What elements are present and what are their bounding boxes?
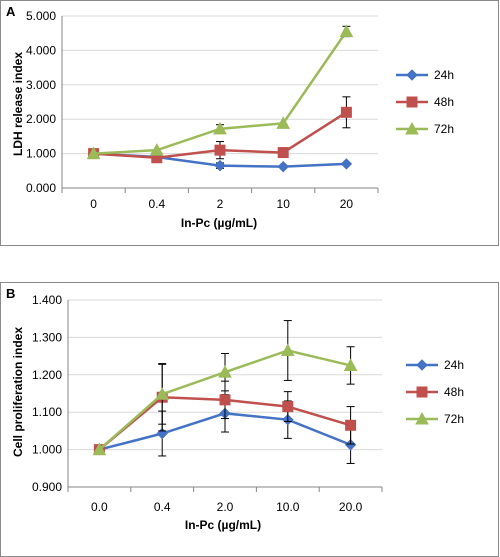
panel-a-series-48h-point bbox=[214, 144, 226, 156]
panel-b-x-tick-label: 0.4 bbox=[154, 500, 171, 514]
panel-b-y-tick-label: 1.000 bbox=[32, 443, 62, 457]
panel-a-axes bbox=[61, 16, 379, 193]
panel-b-series-24h-point bbox=[344, 439, 357, 451]
panel-a: A 0.000 1.000 2.000 3.000 4.000 5.000 0 0.4 2 10… bbox=[0, 0, 499, 246]
panel-a-series-72h-point bbox=[213, 121, 227, 135]
panel-a-y-tick-label: 5.000 bbox=[26, 9, 56, 23]
panel-a-x-tick-label: 0.4 bbox=[148, 197, 165, 211]
panel-b-legend-72h-label: 72h bbox=[444, 412, 464, 426]
panel-a-frame bbox=[0, 0, 499, 246]
panel-b-x-tick-label: 10.0 bbox=[276, 500, 300, 514]
panel-a-x-tick-label: 0 bbox=[90, 197, 97, 211]
panel-b-label: B bbox=[6, 286, 15, 301]
panel-a-label: A bbox=[6, 4, 16, 19]
panel-b-series-72h-point bbox=[218, 365, 232, 378]
panel-a-y-tick-label: 1.000 bbox=[26, 147, 56, 161]
panel-b-series-72h-point bbox=[92, 442, 107, 456]
panel-b-series-72h-point bbox=[155, 387, 170, 400]
panel-a-series-72h-point bbox=[339, 24, 354, 37]
panel-a-series bbox=[86, 24, 354, 173]
panel-a-legend: 24h 48h 72h bbox=[396, 68, 454, 136]
panel-b-series-48h-point bbox=[345, 419, 357, 431]
panel-b-axes bbox=[67, 300, 383, 492]
panel-b-y-tick-label: 1.300 bbox=[32, 330, 62, 344]
panel-a-y-axis-label: LDH release index bbox=[11, 52, 25, 156]
panel-a-series-48h-point bbox=[277, 147, 289, 159]
panel-b-x-tick-label: 20.0 bbox=[339, 500, 363, 514]
panel-b-y-ticks: 0.900 1.000 1.100 1.200 1.300 1.400 bbox=[32, 293, 62, 494]
panel-b-x-tick-label: 0.0 bbox=[91, 500, 108, 514]
panel-b-y-tick-label: 1.100 bbox=[32, 405, 62, 419]
panel-b-x-tick-label: 2.0 bbox=[217, 500, 234, 514]
panel-a-series-72h-point bbox=[149, 143, 164, 156]
panel-b-x-ticks: 0.0 0.4 2.0 10.0 20.0 bbox=[91, 500, 363, 514]
panel-b-x-axis-label: In-Pc (µg/mL) bbox=[185, 518, 261, 532]
panel-b-y-tick-label: 0.900 bbox=[32, 480, 62, 494]
panel-a-legend-24h-marker bbox=[406, 69, 418, 81]
panel-b: B 0.900 1.000 1.100 1.200 1.300 1.400 0.0 0.4 2… bbox=[0, 282, 499, 557]
panel-b-y-tick-label: 1.200 bbox=[32, 368, 62, 382]
panel-b-legend-24h-label: 24h bbox=[444, 358, 464, 372]
panel-b-legend-72h-marker bbox=[415, 411, 429, 425]
panel-a-series-24h-point bbox=[277, 160, 289, 173]
panel-a-legend-72h-label: 72h bbox=[434, 122, 454, 136]
panel-b-y-axis-label: Cell proliferation index bbox=[11, 327, 25, 457]
panel-a-grid bbox=[62, 15, 378, 155]
panel-a-y-ticks: 0.000 1.000 2.000 3.000 4.000 5.000 bbox=[26, 9, 56, 195]
panel-b-series-48h-point bbox=[219, 394, 231, 406]
panel-a-series-48h-point bbox=[340, 106, 352, 118]
panel-a-series-24h-point bbox=[340, 158, 353, 170]
panel-a-series-72h-point bbox=[86, 146, 101, 160]
panel-b-legend-48h-marker bbox=[416, 386, 428, 398]
panel-b-legend-48h-label: 48h bbox=[444, 385, 464, 399]
panel-b-series bbox=[92, 320, 358, 464]
panel-a-x-tick-label: 10 bbox=[277, 197, 291, 211]
panel-a-legend-72h-marker bbox=[405, 121, 419, 135]
panel-a-x-ticks: 0 0.4 2 10 20 bbox=[90, 197, 353, 211]
panel-a-legend-24h-label: 24h bbox=[434, 68, 454, 82]
panel-a-legend-48h-label: 48h bbox=[434, 95, 454, 109]
panel-a-x-tick-label: 20 bbox=[340, 197, 354, 211]
panel-b-legend: 24h 48h 72h bbox=[406, 358, 464, 426]
panel-a-x-tick-label: 2 bbox=[217, 197, 224, 211]
panel-b-series-48h-point bbox=[282, 401, 294, 413]
panel-a-x-axis-label: In-Pc (µg/mL) bbox=[181, 216, 257, 230]
panel-b-legend-24h-marker bbox=[416, 359, 428, 371]
panel-a-legend-48h-marker bbox=[406, 96, 418, 108]
panel-a-y-tick-label: 0.000 bbox=[26, 181, 56, 195]
panel-a-y-tick-label: 3.000 bbox=[26, 78, 56, 92]
panel-a-y-tick-label: 4.000 bbox=[26, 43, 56, 57]
panel-a-series-72h-point bbox=[276, 116, 291, 129]
panel-b-series-72h-point bbox=[343, 358, 358, 371]
panel-a-y-tick-label: 2.000 bbox=[26, 112, 56, 126]
panel-a-series-24h-point bbox=[214, 159, 226, 172]
panel-b-series-72h-point bbox=[280, 343, 295, 356]
panel-b-y-tick-label: 1.400 bbox=[32, 293, 62, 307]
